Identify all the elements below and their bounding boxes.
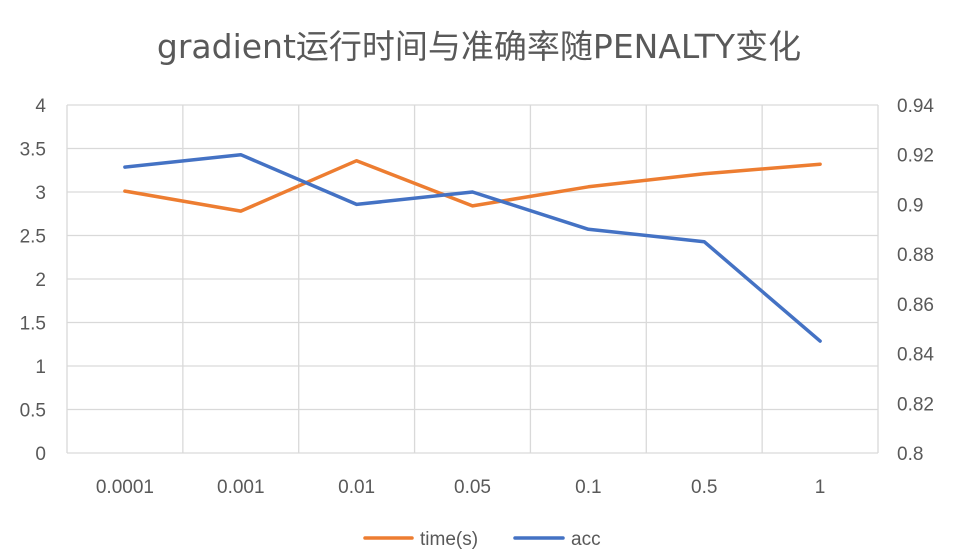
x-tick-label: 0.0001 (96, 477, 154, 498)
x-tick-label: 0.5 (691, 477, 717, 498)
legend: time(s) acc (363, 529, 601, 550)
series-line-acc (123, 152, 822, 343)
y-right-tick-label: 0.9 (897, 195, 923, 216)
y-left-tick-label: 2.5 (20, 227, 46, 248)
chart-title: gradient运行时间与准确率随PENALTY变化 (157, 27, 801, 66)
y-left-tick-label: 1 (35, 357, 46, 378)
y-right-tick-label: 0.8 (897, 444, 923, 465)
x-tick-label: 0.1 (575, 477, 601, 498)
y-left-tick-label: 0 (35, 444, 46, 465)
legend-label: time(s) (420, 529, 478, 550)
y-left-tick-label: 1.5 (20, 314, 46, 335)
x-tick-label: 1 (815, 477, 826, 498)
y-left-tick-label: 4 (35, 96, 46, 117)
legend-label: acc (571, 529, 601, 550)
series-line-times (123, 158, 822, 213)
y-right-tick-label: 0.84 (897, 345, 934, 366)
y-right-tick-label: 0.86 (897, 295, 934, 316)
y-left-tick-label: 2 (35, 270, 46, 291)
x-tick-label: 0.05 (454, 477, 491, 498)
y-right-tick-label: 0.88 (897, 245, 934, 266)
y-right-tick-label: 0.82 (897, 394, 934, 415)
x-tick-label: 0.001 (217, 477, 265, 498)
x-tick-label: 0.01 (338, 477, 375, 498)
y-right-tick-label: 0.92 (897, 146, 934, 167)
y-right-tick-label: 0.94 (897, 96, 934, 117)
y-left-tick-label: 3 (35, 183, 46, 204)
y-left-tick-label: 0.5 (20, 401, 46, 422)
y-left-tick-label: 3.5 (20, 140, 46, 161)
